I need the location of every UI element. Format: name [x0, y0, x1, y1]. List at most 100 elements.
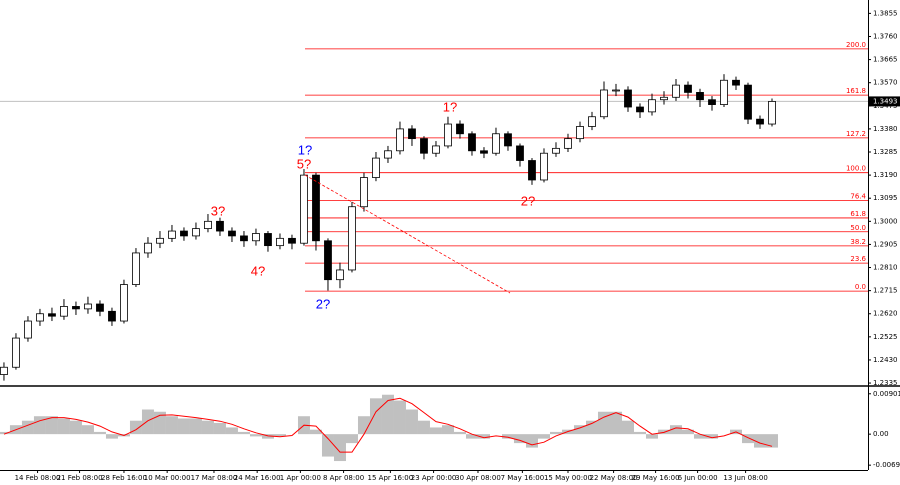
candle-body	[768, 101, 776, 125]
histogram-bar	[681, 429, 694, 435]
histogram-bar	[429, 427, 442, 435]
candle-body	[540, 152, 548, 181]
fib-label: 100.0	[846, 165, 866, 173]
histogram-bar	[189, 418, 202, 435]
histogram-bar	[309, 429, 322, 435]
y-tick-label: 1.2430	[873, 356, 898, 364]
candle-body	[312, 174, 320, 242]
fib-label: 200.0	[846, 41, 866, 49]
candle-body	[756, 118, 764, 125]
histogram-bar	[45, 416, 58, 435]
histogram-bar	[693, 434, 706, 439]
candle-body	[108, 310, 116, 322]
last-price-label: 1.3493	[873, 97, 898, 105]
histogram-bar	[621, 420, 634, 435]
x-tick-label: 28 Feb 16:00	[101, 474, 147, 482]
wave-label: 5?	[297, 156, 311, 171]
histogram-bar	[165, 416, 178, 435]
x-tick-label: 6 Jun 00:00	[678, 474, 718, 482]
histogram-bar	[345, 434, 358, 444]
last-price-tag	[869, 96, 900, 107]
candle-body	[552, 147, 560, 154]
candle-body	[240, 235, 248, 242]
x-tick-label: 30 Apr 08:00	[455, 474, 501, 482]
candle-body	[24, 320, 32, 339]
candle-body	[36, 313, 44, 322]
histogram-bar	[357, 416, 370, 435]
candle-body	[420, 138, 428, 154]
candle-body	[144, 242, 152, 254]
x-tick-label: 15 Apr 16:00	[368, 474, 414, 482]
trend-line	[304, 174, 511, 294]
histogram-bar	[213, 422, 226, 435]
histogram-bar	[141, 409, 154, 435]
candle-body	[12, 337, 20, 368]
candle-body	[648, 99, 656, 113]
wave-label: 2?	[316, 296, 330, 311]
candle-body	[156, 237, 164, 244]
candle-body	[120, 284, 128, 322]
histogram-bar	[177, 418, 190, 435]
histogram-bar	[669, 425, 682, 435]
histogram-bar	[645, 434, 658, 439]
candle-body	[204, 220, 212, 230]
signal-line	[3, 397, 773, 453]
x-tick-label: 21 Feb 08:00	[57, 474, 103, 482]
candle-body	[636, 106, 644, 113]
candle-body	[72, 306, 80, 310]
candle-body	[276, 237, 284, 247]
histogram-bar	[525, 434, 538, 448]
histogram-bar	[57, 418, 70, 435]
y-tick-label: 1.3190	[873, 171, 898, 179]
candle-body	[396, 128, 404, 152]
candle-body	[216, 220, 224, 232]
candle-body	[168, 230, 176, 239]
histogram-bar	[417, 420, 430, 435]
histogram-bar	[405, 409, 418, 435]
histogram-bar	[333, 434, 346, 462]
y-tick-label: 1.3665	[873, 56, 898, 64]
candle-body	[660, 96, 668, 101]
candle-body	[360, 177, 368, 208]
histogram-bar	[741, 434, 754, 444]
candle-body	[300, 174, 308, 244]
y-tick-label: 1.3570	[873, 79, 898, 87]
candle-body	[480, 150, 488, 154]
y-tick-label: 1.2525	[873, 333, 898, 341]
y-tick-label: 1.2620	[873, 310, 898, 318]
histogram-bar	[369, 398, 382, 435]
histogram-bar	[153, 411, 166, 435]
candle-body	[456, 123, 464, 135]
histogram-bar	[573, 425, 586, 435]
histogram-bar	[21, 420, 34, 435]
x-tick-label: 17 Mar 08:00	[191, 474, 238, 482]
histogram-bar	[549, 431, 562, 435]
histogram-bar	[93, 431, 106, 435]
candle-body	[684, 84, 692, 93]
candle-body	[288, 237, 296, 244]
x-tick-label: 14 Feb 08:00	[15, 474, 61, 482]
histogram-bar	[633, 431, 646, 435]
fib-label: 76.4	[850, 193, 866, 201]
y-tick-label: 1.2905	[873, 240, 898, 248]
y-tick-label: 1.3285	[873, 148, 898, 156]
candle-body	[744, 84, 752, 120]
y-tick-label: 1.3760	[873, 32, 898, 40]
x-tick-label: 13 Jun 08:00	[723, 474, 767, 482]
x-tick-label: 29 May 16:00	[632, 474, 680, 482]
candle-body	[84, 303, 92, 310]
candle-body	[528, 160, 536, 181]
fib-label: 0.0	[855, 283, 866, 291]
histogram-bar	[465, 434, 478, 439]
candle-body	[408, 128, 416, 140]
candle-body	[324, 240, 332, 281]
x-tick-label: 15 May 00:00	[544, 474, 592, 482]
y-tick-label: 0.00901	[873, 390, 900, 398]
candle-body	[252, 233, 260, 242]
fib-label: 50.0	[850, 224, 866, 232]
candle-body	[132, 252, 140, 285]
histogram-bar	[81, 425, 94, 435]
wave-label: 2?	[521, 193, 535, 208]
wave-label: 3?	[211, 203, 225, 218]
